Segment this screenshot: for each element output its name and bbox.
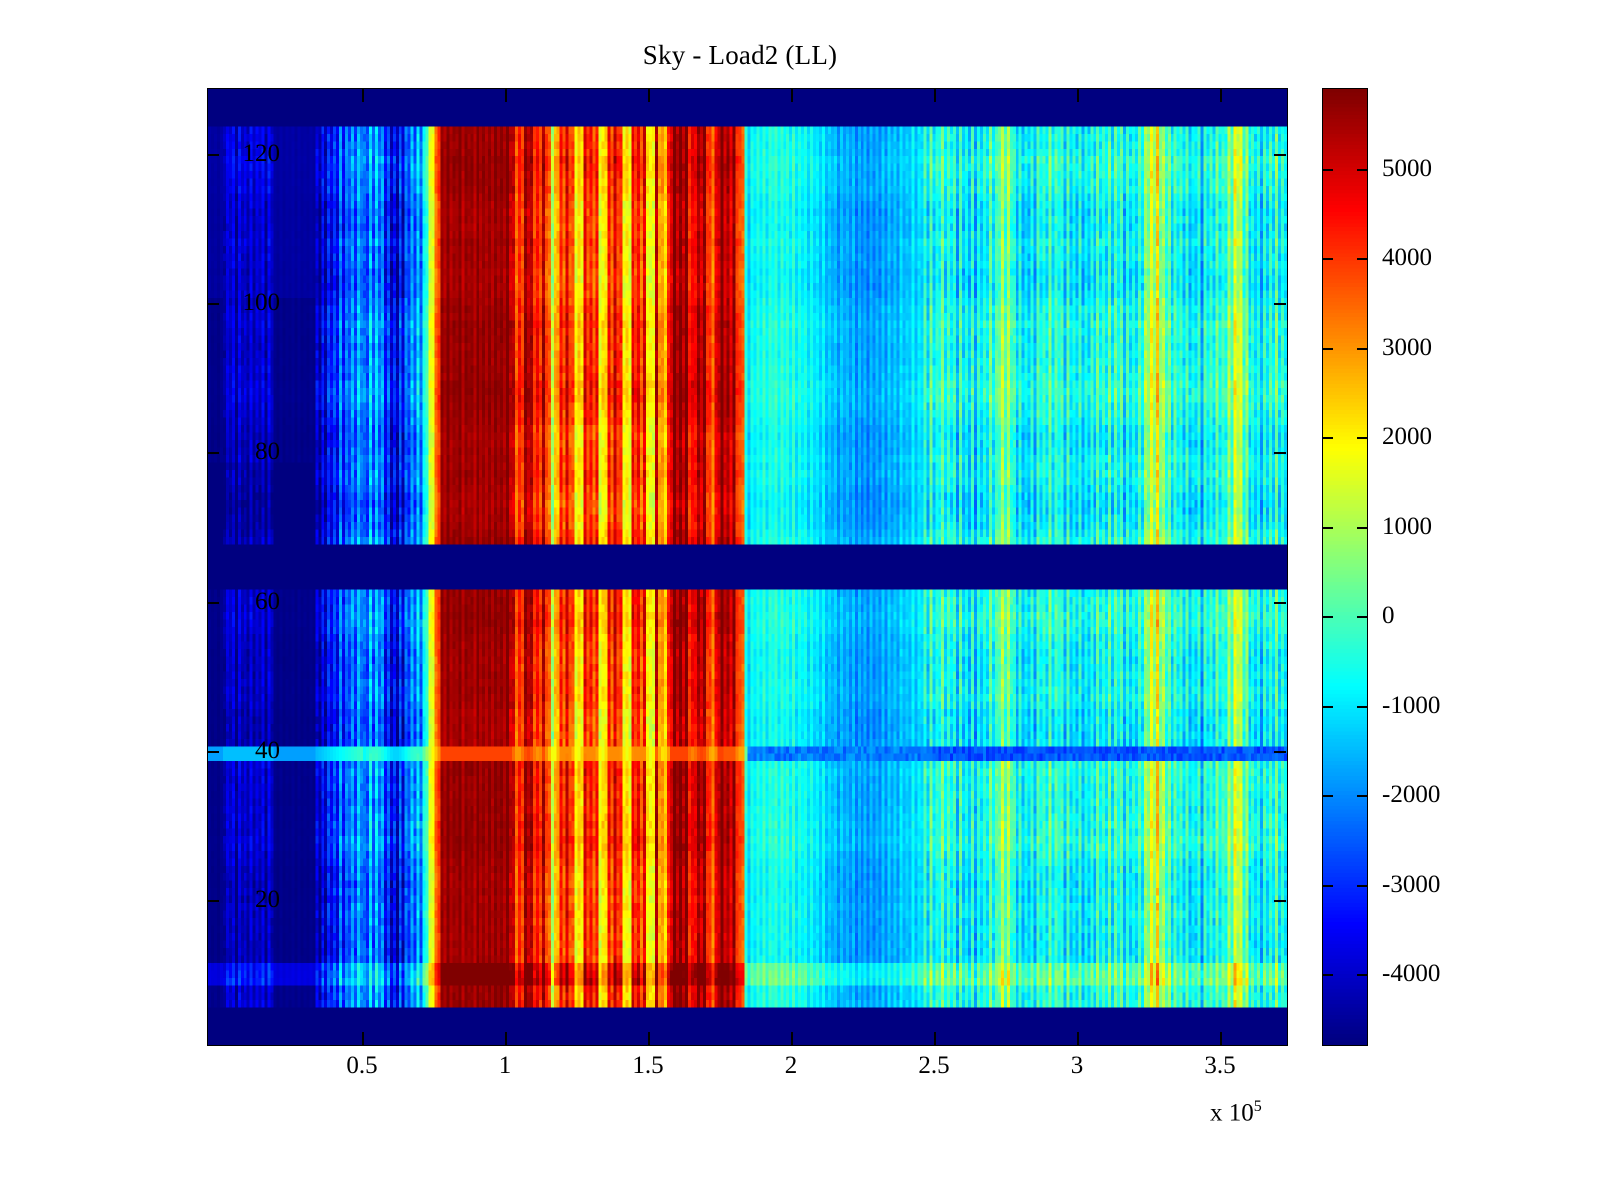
y-tick-mark <box>207 900 219 902</box>
colorbar-tick-label: -4000 <box>1382 960 1441 988</box>
colorbar-tick-label: -2000 <box>1382 781 1441 809</box>
colorbar[interactable] <box>1322 88 1368 1046</box>
colorbar-tick-label: 2000 <box>1382 423 1432 451</box>
y-tick-label: 60 <box>255 587 280 615</box>
x-tick-mark <box>934 1032 936 1045</box>
x-tick-label: 1 <box>498 1052 512 1079</box>
colorbar-tick-mark-left <box>1322 168 1333 171</box>
y-tick-mark <box>207 154 219 156</box>
x-tick-label: 0.5 <box>346 1052 378 1079</box>
x-tick-label: 1.5 <box>632 1052 664 1079</box>
colorbar-tick-mark-right <box>1357 616 1368 619</box>
colorbar-tick-mark-left <box>1322 526 1333 529</box>
colorbar-tick-mark-left <box>1322 795 1333 798</box>
y-tick-mark <box>207 303 219 306</box>
colorbar-tick-mark-right <box>1357 526 1368 529</box>
colorbar-tick-label: -3000 <box>1382 870 1441 898</box>
y-tick-mark <box>207 750 219 753</box>
y-tick-label: 20 <box>255 886 280 913</box>
heatmap-image <box>208 89 1287 1045</box>
y-tick-mark-right <box>1274 303 1286 306</box>
y-tick-label: 40 <box>255 736 280 764</box>
x-axis-exponent-power: 5 <box>1253 1098 1262 1115</box>
x-tick-mark-top <box>362 89 364 102</box>
colorbar-tick-label: 4000 <box>1382 244 1432 272</box>
x-tick-label: 3.5 <box>1204 1052 1236 1079</box>
colorbar-tick-mark-right <box>1357 795 1368 798</box>
x-tick-mark <box>1220 1032 1222 1045</box>
colorbar-tick-mark-left <box>1322 347 1333 350</box>
colorbar-tick-mark-right <box>1357 168 1368 171</box>
colorbar-tick-mark-right <box>1357 705 1368 708</box>
colorbar-tick-mark-left <box>1322 705 1333 708</box>
colorbar-tick-mark-left <box>1322 616 1333 619</box>
y-tick-mark-right <box>1274 750 1286 753</box>
x-axis-exponent-base: x 10 <box>1210 1099 1254 1127</box>
colorbar-tick-label: -1000 <box>1382 691 1441 719</box>
x-tick-mark-top <box>1220 89 1222 102</box>
colorbar-tick-mark-left <box>1322 974 1333 977</box>
colorbar-gradient <box>1323 89 1367 1045</box>
x-tick-mark <box>362 1032 364 1045</box>
colorbar-tick-label: 5000 <box>1382 154 1432 182</box>
x-tick-label: 3 <box>1070 1052 1084 1079</box>
y-tick-label: 100 <box>242 289 281 317</box>
y-tick-mark <box>207 452 219 455</box>
y-tick-mark <box>207 601 219 604</box>
colorbar-tick-mark-left <box>1322 437 1333 440</box>
colorbar-tick-mark-right <box>1357 884 1368 887</box>
x-tick-mark <box>505 1032 507 1045</box>
x-tick-mark-top <box>648 89 650 102</box>
x-tick-mark <box>791 1032 793 1045</box>
x-tick-label: 2 <box>784 1052 798 1079</box>
y-tick-mark-right <box>1274 154 1286 156</box>
colorbar-tick-mark-left <box>1322 258 1333 261</box>
x-tick-mark-top <box>934 89 936 102</box>
y-tick-mark-right <box>1274 452 1286 455</box>
colorbar-tick-mark-right <box>1357 437 1368 440</box>
page-title: Sky - Load2 (LL) <box>642 40 838 70</box>
x-tick-mark <box>648 1032 650 1045</box>
x-axis-exponent: x 105 <box>1210 1098 1262 1127</box>
x-tick-mark-top <box>791 89 793 102</box>
y-tick-label: 120 <box>242 140 281 167</box>
colorbar-tick-label: 0 <box>1382 602 1395 630</box>
colorbar-tick-mark-left <box>1322 884 1333 887</box>
x-tick-mark-top <box>505 89 507 102</box>
y-tick-mark-right <box>1274 601 1286 604</box>
x-tick-mark <box>1077 1032 1079 1045</box>
colorbar-tick-mark-right <box>1357 974 1368 977</box>
colorbar-tick-label: 1000 <box>1382 512 1432 540</box>
colorbar-tick-label: 3000 <box>1382 333 1432 361</box>
y-tick-label: 80 <box>255 438 280 466</box>
colorbar-tick-mark-right <box>1357 347 1368 350</box>
x-tick-label: 2.5 <box>918 1052 950 1079</box>
heatmap-axes[interactable] <box>207 88 1288 1046</box>
y-tick-mark-right <box>1274 900 1286 902</box>
x-tick-mark-top <box>1077 89 1079 102</box>
colorbar-tick-mark-right <box>1357 258 1368 261</box>
